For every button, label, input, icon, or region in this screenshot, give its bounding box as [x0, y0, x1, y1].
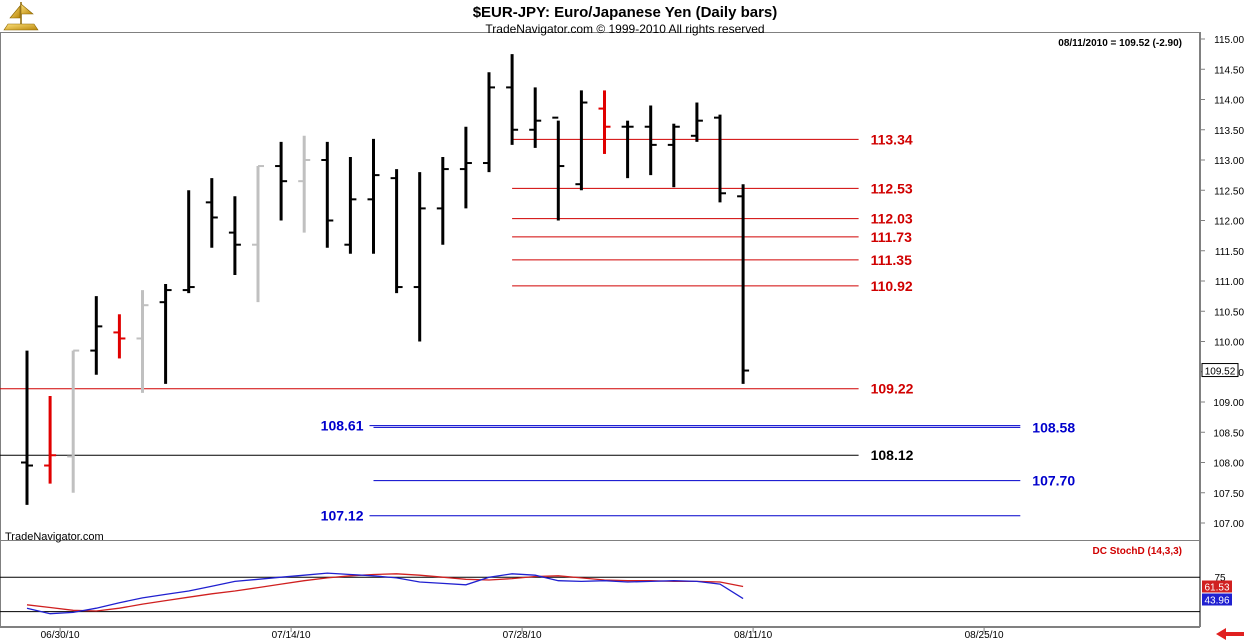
level-label-108.61: 108.61	[321, 418, 364, 434]
y-tick-label: 113.00	[1214, 156, 1244, 167]
y-tick-label: 110.00	[1214, 338, 1244, 349]
ohlc-bar-2010-06-30	[44, 395, 57, 484]
level-label-108.12: 108.12	[871, 447, 914, 463]
y-tick-label: 112.00	[1214, 217, 1244, 228]
level-label-107.12: 107.12	[321, 508, 364, 524]
stoch-axis: 75	[1214, 573, 1226, 584]
stoch-k-value: 43.96	[1204, 596, 1229, 607]
x-tick-label: 08/25/10	[965, 630, 1004, 641]
ohlc-bar-2010-08-06	[667, 123, 680, 188]
ohlc-bars	[21, 54, 750, 505]
y-tick-label: 108.00	[1213, 459, 1244, 470]
date-axis: 06/30/10 07/14/10 07/28/10 08/11/10 08/25/10	[41, 627, 1004, 641]
ohlc-bar-2010-07-15	[298, 135, 311, 233]
stoch-title: DC StochD (14,3,3)	[1093, 546, 1182, 557]
ohlc-bar-2010-08-11	[737, 184, 750, 384]
level-label-109.22: 109.22	[871, 381, 914, 397]
ohlc-bar-2010-07-06	[136, 290, 149, 393]
ohlc-bar-2010-07-23	[436, 156, 449, 245]
ohlc-bar-2010-08-05	[644, 105, 657, 176]
level-label-112.03: 112.03	[871, 211, 913, 227]
price-level-labels: 113.34 112.53 112.03 111.73 111.35 110.92 109.…	[321, 131, 1076, 523]
ohlc-bar-2010-07-12	[228, 196, 241, 275]
ohlc-bar-2010-07-05	[113, 314, 126, 359]
y-tick-label: 113.50	[1214, 126, 1244, 137]
current-price-label: 109.52	[1205, 367, 1236, 378]
ohlc-bar-2010-08-02	[575, 90, 588, 191]
scroll-left-button[interactable]	[1210, 627, 1248, 642]
ohlc-bar-2010-08-10	[714, 114, 726, 203]
level-label-108.58: 108.58	[1032, 419, 1075, 435]
level-label-111.73: 111.73	[871, 229, 912, 245]
y-tick-label: 110.50	[1214, 307, 1244, 318]
ohlc-bar-2010-08-03	[598, 90, 611, 154]
x-tick-label: 07/14/10	[272, 630, 311, 641]
y-tick-label: 114.00	[1214, 96, 1244, 107]
y-tick-label: 109.00	[1213, 398, 1244, 409]
stoch-line-d	[26, 573, 744, 612]
x-tick-label: 06/30/10	[41, 630, 80, 641]
ohlc-bar-2010-07-29	[529, 87, 542, 148]
ohlc-bar-2010-07-28	[506, 54, 519, 145]
ohlc-bar-2010-07-13	[252, 165, 264, 303]
copyright-text: TradeNavigator.com © 1999-2010 All right…	[485, 22, 764, 36]
stochastic-indicator	[0, 572, 1200, 615]
ohlc-bar-2010-08-09	[690, 102, 703, 142]
ohlc-bar-2010-07-08	[182, 190, 195, 294]
stoch-d-value: 61.53	[1204, 583, 1229, 594]
y-tick-label: 111.00	[1215, 277, 1245, 288]
chart-title: $EUR-JPY: Euro/Japanese Yen (Daily bars)	[473, 4, 778, 21]
stoch-last-values: 61.53 43.96	[1202, 580, 1232, 607]
ohlc-bar-2010-07-21	[390, 169, 403, 294]
ohlc-bar-2010-06-29	[21, 350, 33, 505]
ohlc-bar-2010-07-27	[483, 72, 495, 173]
current-price-marker: 109.52	[1201, 363, 1239, 378]
level-label-111.35: 111.35	[871, 252, 912, 268]
stoch-line-k	[26, 572, 744, 615]
trade-navigator-logo-icon	[3, 2, 39, 31]
level-label-112.53: 112.53	[871, 180, 913, 196]
level-label-107.70: 107.70	[1032, 473, 1075, 489]
ohlc-bar-2010-07-20	[367, 138, 380, 254]
y-tick-label: 108.50	[1213, 428, 1244, 439]
x-tick-label: 08/11/10	[734, 630, 773, 641]
y-tick-label: 107.00	[1213, 519, 1244, 530]
stoch-y-tick-label: 75	[1214, 573, 1226, 584]
arrow-left-icon	[1216, 628, 1244, 640]
ohlc-bar-2010-07-30	[552, 116, 565, 221]
price-panel	[0, 32, 1200, 541]
y-tick-label: 107.50	[1213, 489, 1244, 500]
y-tick-label: 115.00	[1214, 35, 1244, 46]
ohlc-bar-2010-07-26	[459, 126, 472, 209]
x-tick-label: 07/28/10	[503, 630, 542, 641]
y-tick-label: 112.50	[1214, 186, 1244, 197]
stoch-panel	[0, 540, 1200, 627]
last-price-info: 08/11/2010 = 109.52 (-2.90)	[1058, 38, 1182, 49]
ohlc-bar-2010-07-14	[275, 141, 288, 221]
level-label-113.34: 113.34	[871, 131, 913, 147]
watermark-text: TradeNavigator.com	[5, 531, 104, 543]
ohlc-bar-2010-07-22	[413, 172, 426, 342]
ohlc-bar-2010-07-19	[344, 156, 357, 254]
ohlc-bar-2010-08-04	[621, 120, 634, 179]
ohlc-bar-2010-07-07	[159, 284, 172, 384]
ohlc-bar-2010-07-01	[67, 349, 80, 493]
level-label-110.92: 110.92	[871, 278, 913, 294]
ohlc-bar-2010-07-02	[90, 296, 103, 375]
y-tick-label: 114.50	[1214, 65, 1244, 76]
ohlc-bar-2010-07-16	[321, 141, 334, 248]
y-tick-label: 111.50	[1215, 247, 1245, 258]
price-axis: 115.00 114.50 114.00 113.50 113.00 112.50 112.…	[1200, 35, 1244, 530]
ohlc-bar-2010-07-09	[205, 178, 218, 248]
